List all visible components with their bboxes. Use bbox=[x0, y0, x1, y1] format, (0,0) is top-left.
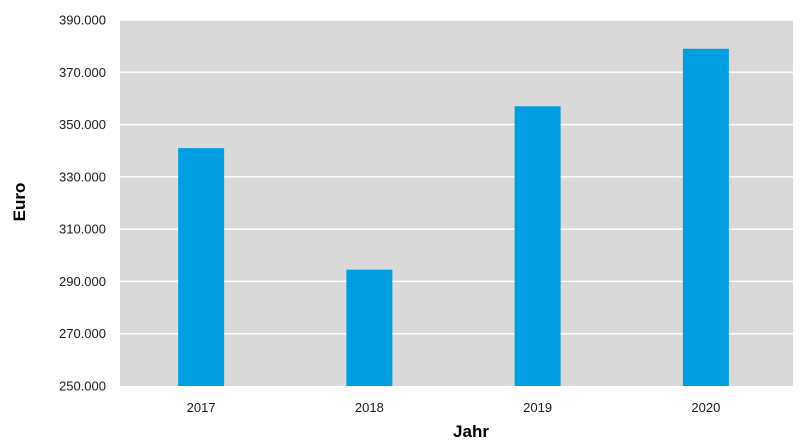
y-axis-title: Euro bbox=[10, 183, 29, 222]
plot-area bbox=[120, 20, 793, 386]
y-tick-label: 250.000 bbox=[59, 379, 106, 394]
y-tick-label: 310.000 bbox=[59, 222, 106, 237]
y-tick-label: 350.000 bbox=[59, 117, 106, 132]
bar-2018 bbox=[346, 269, 393, 386]
x-axis-ticks: 2017 2018 2019 2020 bbox=[187, 400, 721, 415]
y-tick-label: 390.000 bbox=[59, 13, 106, 28]
bar-2020 bbox=[682, 48, 729, 386]
bars bbox=[178, 48, 729, 387]
bar-2017 bbox=[178, 148, 225, 386]
x-tick-label: 2017 bbox=[187, 400, 216, 415]
gridlines bbox=[120, 19, 793, 335]
x-tick-label: 2019 bbox=[523, 400, 552, 415]
x-axis-title: Jahr bbox=[453, 422, 489, 441]
y-tick-label: 330.000 bbox=[59, 169, 106, 184]
y-tick-label: 290.000 bbox=[59, 274, 106, 289]
bar-2019 bbox=[514, 106, 561, 387]
x-tick-label: 2018 bbox=[355, 400, 384, 415]
x-tick-label: 2020 bbox=[691, 400, 720, 415]
y-tick-label: 270.000 bbox=[59, 326, 106, 341]
y-axis-ticks: 250.000 270.000 290.000 310.000 330.000 350.0… bbox=[59, 13, 106, 394]
y-tick-label: 370.000 bbox=[59, 65, 106, 80]
